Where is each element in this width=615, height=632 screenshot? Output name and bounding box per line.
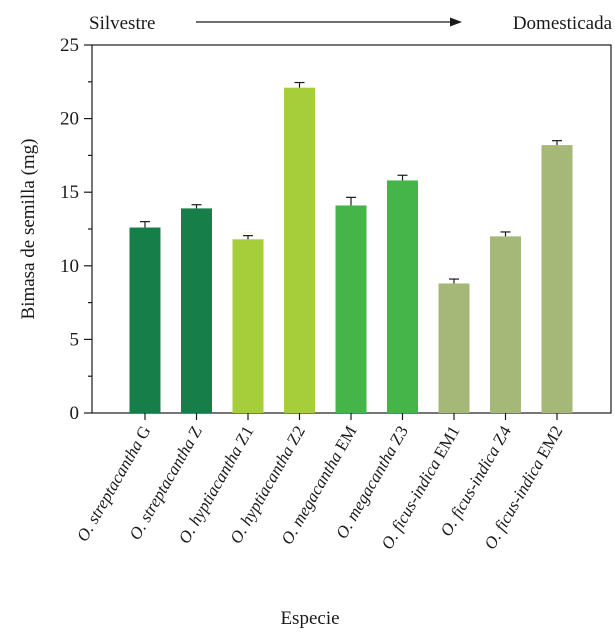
y-tick-label: 25	[60, 35, 79, 56]
header-domesticated-label: Domesticada	[513, 13, 613, 34]
error-bars	[140, 81, 562, 284]
bar	[335, 205, 367, 413]
error-bar	[346, 196, 356, 206]
error-bar	[140, 221, 150, 228]
y-tick-label: 10	[60, 256, 79, 277]
error-bar	[294, 81, 305, 88]
y-tick-label: 20	[60, 109, 79, 130]
bar	[438, 283, 470, 413]
bar	[181, 208, 212, 413]
error-bar	[449, 278, 459, 284]
bar-series	[129, 87, 573, 414]
y-axis: 0 5 10 15 20 25	[60, 35, 92, 424]
y-tick-label: 15	[60, 182, 79, 203]
error-bar	[397, 174, 408, 181]
y-tick-label: 5	[70, 329, 80, 350]
bar	[541, 145, 573, 413]
header-wild-label: Silvestre	[89, 13, 156, 34]
bar	[490, 236, 521, 413]
bar	[387, 180, 418, 413]
bar	[284, 87, 315, 414]
error-bar	[500, 231, 511, 237]
arrow-head	[450, 17, 462, 27]
y-tick-label: 0	[70, 403, 80, 424]
error-bar	[243, 235, 253, 240]
bar	[129, 227, 161, 413]
bar	[232, 239, 264, 413]
chart-header: Silvestre Domesticada	[89, 13, 613, 34]
error-bar	[552, 140, 562, 146]
x-axis-category-labels: O. streptacantha GO. streptacantha ZO. h…	[73, 413, 566, 553]
x-axis-title: Especie	[280, 608, 339, 629]
y-axis-title: Bimasa de semilla (mg)	[18, 139, 39, 320]
error-bar	[191, 204, 202, 209]
